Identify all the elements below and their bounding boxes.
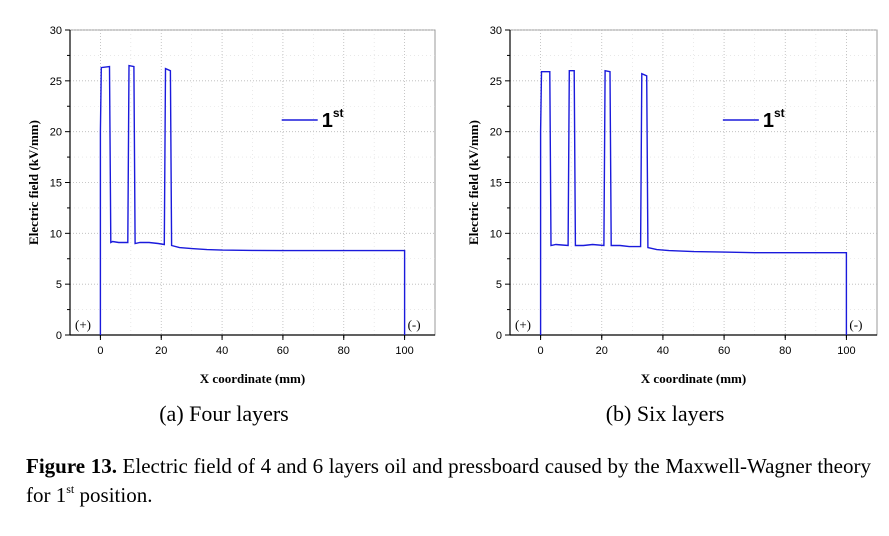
y-tick-label: 30	[50, 25, 62, 37]
series-line	[539, 69, 848, 335]
y-tick-label: 0	[496, 330, 502, 342]
x-tick-label: 40	[216, 345, 228, 357]
figure-caption-text-end: position.	[74, 483, 153, 507]
annotation-positive: (+)	[515, 317, 531, 332]
y-tick-label: 25	[490, 76, 502, 88]
figure-caption-label: Figure 13.	[26, 454, 117, 478]
x-tick-label: 60	[277, 345, 289, 357]
x-tick-label: 20	[155, 345, 167, 357]
y-axis-title: Electric field (kV/mm)	[26, 120, 41, 245]
x-axis-title: X coordinate (mm)	[641, 371, 746, 386]
chart-panel-1: 0 20 40 60 80 100 0 5 10 15 20 25 30 X coordinate (mm…	[26, 25, 436, 426]
legend-label: 1st	[322, 106, 344, 132]
x-tick-label: 80	[338, 345, 350, 357]
y-axis-title: Electric field (kV/mm)	[466, 120, 481, 245]
y-tick-label: 15	[490, 178, 502, 190]
panel-caption: (b) Six layers	[606, 401, 725, 426]
y-tick-label: 10	[490, 228, 502, 240]
y-tick-label: 15	[50, 178, 62, 190]
y-tick-label: 5	[56, 279, 62, 291]
x-tick-label: 20	[596, 345, 608, 357]
annotation-positive: (+)	[75, 317, 91, 332]
y-tick-label: 20	[50, 127, 62, 139]
y-tick-label: 20	[490, 127, 502, 139]
x-tick-label: 0	[97, 345, 103, 357]
figure-caption: Figure 13. Electric field of 4 and 6 lay…	[26, 452, 871, 510]
x-tick-label: 0	[538, 345, 544, 357]
series-line	[99, 64, 406, 335]
y-tick-label: 25	[50, 76, 62, 88]
y-tick-label: 0	[56, 330, 62, 342]
x-tick-label: 60	[718, 345, 730, 357]
figure-caption-superscript: st	[66, 482, 75, 496]
y-tick-label: 30	[490, 25, 502, 37]
x-tick-label: 100	[837, 345, 855, 357]
x-tick-label: 100	[395, 345, 413, 357]
annotation-negative: (-)	[408, 317, 421, 332]
annotation-negative: (-)	[849, 317, 862, 332]
y-tick-label: 10	[50, 228, 62, 240]
figure-caption-text: Electric field of 4 and 6 layers oil and…	[26, 454, 871, 507]
x-tick-label: 80	[779, 345, 791, 357]
y-tick-label: 5	[496, 279, 502, 291]
panel-caption: (a) Four layers	[159, 401, 289, 426]
chart-panel-2: 0 20 40 60 80 100 0 5 10 15 20 25 30 X coordinate (mm…	[466, 25, 878, 426]
x-axis-title: X coordinate (mm)	[200, 371, 305, 386]
x-tick-label: 40	[657, 345, 669, 357]
legend-label: 1st	[763, 106, 785, 132]
